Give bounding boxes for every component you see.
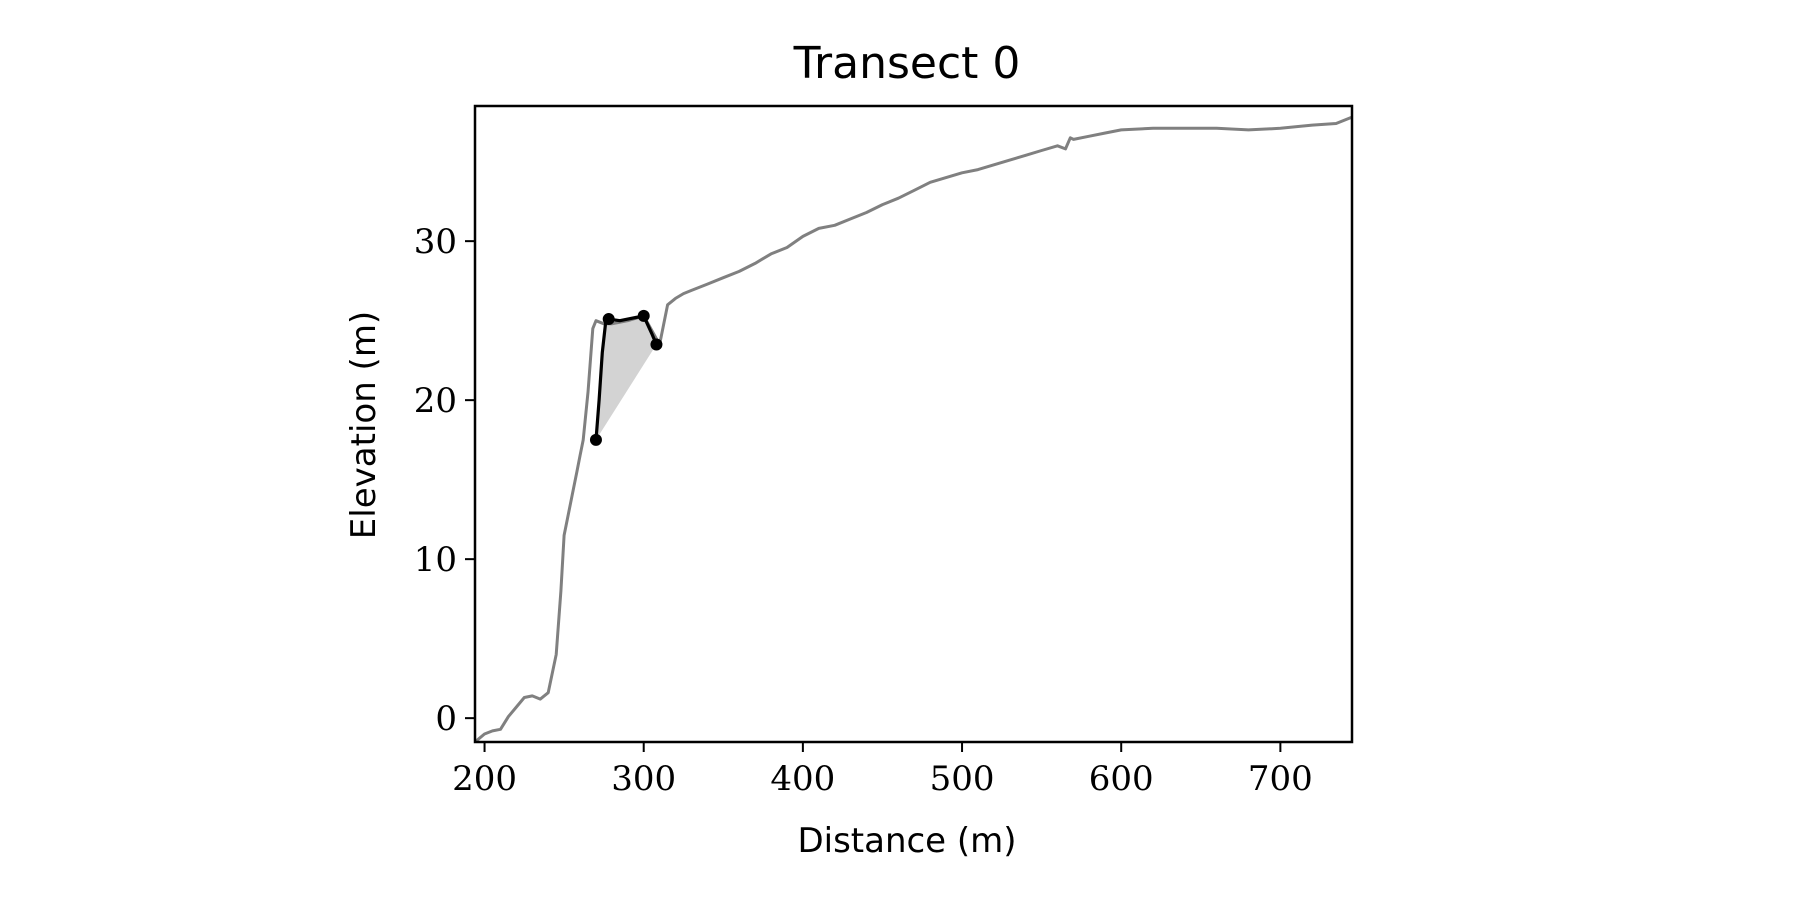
x-axis-label: Distance (m) <box>797 821 1016 861</box>
x-tick-label: 200 <box>452 759 517 799</box>
plot-area: 200 300 400 500 600 700 0 10 20 30 <box>414 104 1354 799</box>
x-tick-label: 600 <box>1089 759 1154 799</box>
plot-frame <box>473 104 1354 744</box>
marker-point <box>589 433 602 446</box>
y-tick-label: 10 <box>414 540 457 580</box>
chart-title: Transect 0 <box>793 38 1021 89</box>
marker-point <box>637 309 650 322</box>
shaded-region <box>596 315 657 440</box>
x-tick-label: 700 <box>1248 759 1313 799</box>
y-tick-label: 30 <box>414 222 457 262</box>
highlighted-segment-line <box>594 314 658 441</box>
profile-line <box>475 115 1352 742</box>
x-tick-label: 500 <box>930 759 995 799</box>
y-tick-label: 0 <box>435 699 457 739</box>
marker-point <box>650 338 663 351</box>
marker-point <box>602 313 615 326</box>
y-tick-label: 20 <box>414 381 457 421</box>
x-tick-label: 400 <box>770 759 835 799</box>
y-axis-label: Elevation (m) <box>344 311 384 539</box>
x-tick-label: 300 <box>611 759 676 799</box>
